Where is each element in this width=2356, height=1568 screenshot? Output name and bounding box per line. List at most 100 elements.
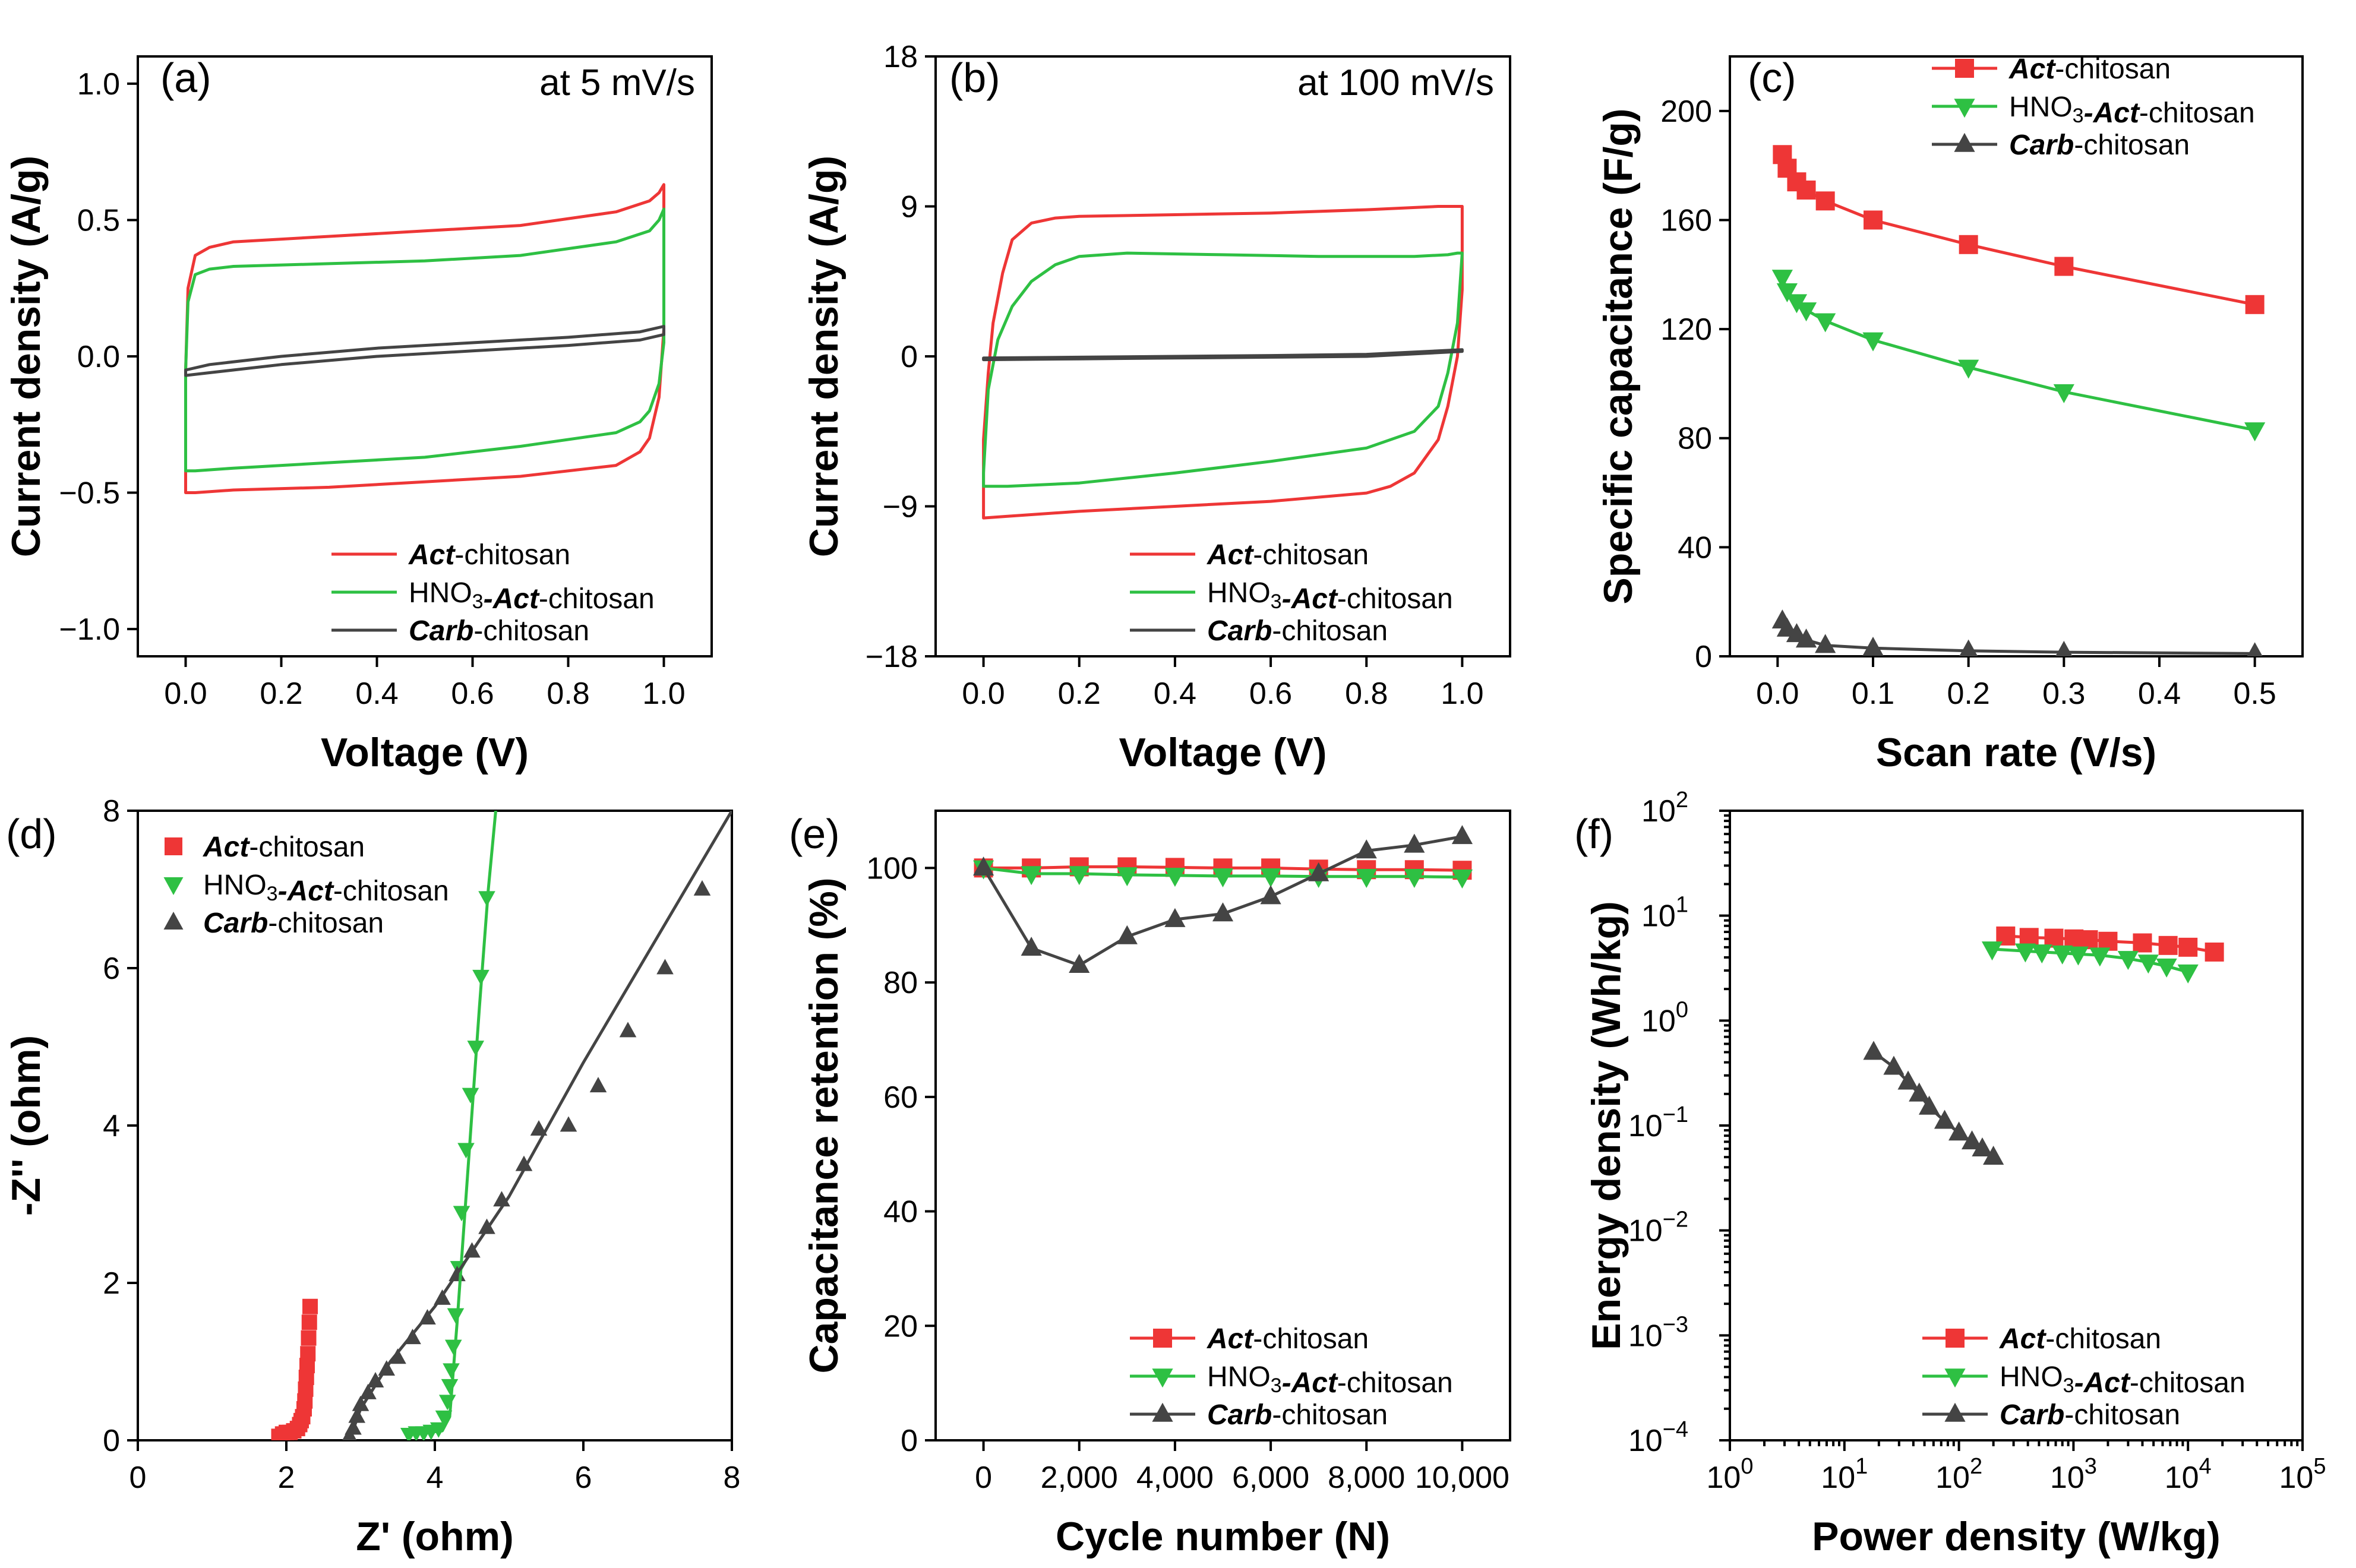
data-point — [2244, 422, 2266, 442]
legend-marker — [1954, 99, 1975, 118]
plot-area — [1863, 926, 2224, 1165]
x-tick-label: 1.0 — [1441, 676, 1483, 711]
legend-label: Carb-chitosan — [203, 908, 384, 939]
y-tick-label: −1.0 — [59, 612, 120, 647]
data-point — [1815, 634, 1836, 653]
y-tick-label: 10−3 — [1628, 1312, 1688, 1353]
y-tick-label: 0 — [103, 1424, 120, 1458]
legend: Act-chitosan HNO3-Act-chitosanCarb-chitos… — [1130, 1323, 1453, 1431]
data-point — [1404, 869, 1425, 889]
data-point — [2133, 933, 2152, 953]
x-tick-label: 4,000 — [1136, 1460, 1214, 1495]
panel-label: (b) — [949, 55, 1000, 101]
legend-label: Carb-chitosan — [1207, 615, 1388, 647]
x-tick-label: 0.4 — [355, 676, 398, 711]
x-tick-label: 0.6 — [1249, 676, 1292, 711]
series-carb-chitosan — [184, 325, 665, 377]
data-point — [619, 1022, 637, 1038]
data-point — [1959, 639, 1978, 656]
series-act-chitosan — [982, 205, 1464, 520]
y-tick-label: 0.5 — [77, 203, 120, 238]
plot-area — [982, 205, 1464, 520]
data-point — [1164, 868, 1186, 887]
y-axis-label: Current density (A/g) — [4, 156, 49, 557]
data-point — [1934, 1109, 1956, 1129]
y-tick-label: 1.0 — [77, 67, 120, 102]
data-point — [530, 1120, 548, 1136]
annotation: at 100 mV/s — [1297, 62, 1494, 103]
panel-label: (d) — [6, 811, 57, 857]
x-tick-label: 0.4 — [1154, 676, 1196, 711]
plot-frame — [934, 810, 1511, 1441]
legend-label: Act-chitosan — [1999, 1323, 2161, 1355]
data-point — [2079, 930, 2098, 950]
legend: Act-chitosan HNO3-Act-chitosanCarb-chitos… — [1130, 539, 1453, 647]
data-point — [1021, 937, 1042, 956]
y-tick-label: −18 — [866, 640, 918, 674]
y-tick-label: 0.0 — [77, 340, 120, 374]
data-point — [1451, 825, 1473, 845]
x-tick-label: 100 — [1707, 1454, 1754, 1495]
data-point — [1404, 833, 1425, 853]
data-point — [1451, 869, 1473, 889]
y-tick-label: −9 — [883, 490, 918, 524]
data-point — [2117, 951, 2139, 970]
y-tick-label: 9 — [901, 190, 918, 225]
legend-label: HNO3-Act-chitosan — [1207, 577, 1453, 615]
series-line — [982, 834, 1463, 967]
series-carb-chitosan — [1771, 609, 2263, 656]
data-point — [656, 959, 674, 975]
x-tick-label: 0 — [975, 1460, 992, 1495]
x-axis-label: Z' (ohm) — [356, 1514, 513, 1559]
series-line — [184, 207, 665, 473]
data-point — [1897, 1070, 1919, 1090]
x-tick-label: 0.2 — [260, 676, 302, 711]
data-point — [302, 1298, 318, 1314]
data-point — [1815, 191, 1835, 211]
data-point — [444, 1339, 462, 1355]
data-point — [301, 1330, 317, 1346]
data-point — [2158, 935, 2178, 955]
data-point — [300, 1346, 316, 1362]
data-point — [1862, 637, 1884, 656]
data-point — [1862, 332, 1884, 352]
x-tick-label: 1.0 — [642, 676, 685, 711]
x-tick-label: 0.2 — [1947, 676, 1990, 711]
legend-marker — [1955, 59, 1974, 78]
data-point — [1308, 862, 1329, 881]
data-point — [2031, 944, 2052, 964]
y-tick-label: 100 — [1641, 997, 1688, 1038]
series-act-chitosan — [1773, 145, 2265, 314]
data-point — [1948, 1121, 1970, 1141]
legend-marker — [1946, 1329, 1965, 1348]
y-tick-label: 0 — [1695, 640, 1712, 674]
chart-panel-c: 0.0 0.1 0.2 0.3 0.4 0.5 0 40 80 120 160 200 Scan rat… — [1596, 53, 2304, 775]
data-point — [1795, 628, 1817, 648]
y-tick-label: 8 — [103, 794, 120, 829]
x-axis-label: Cycle number (N) — [1056, 1514, 1390, 1559]
x-tick-label: 6,000 — [1232, 1460, 1309, 1495]
y-tick-label: 10−1 — [1628, 1102, 1688, 1143]
legend-label: Carb-chitosan — [1207, 1399, 1388, 1431]
y-tick-label: −0.5 — [59, 476, 120, 511]
legend-label: HNO3-Act-chitosan — [1207, 1361, 1453, 1399]
x-tick-label: 2 — [278, 1460, 295, 1495]
data-point — [1983, 1145, 2004, 1165]
y-axis-label: Capacitance retention (%) — [801, 877, 847, 1373]
series-hno3-act-chitosan — [972, 860, 1473, 889]
y-tick-label: 120 — [1660, 312, 1712, 347]
legend-marker — [165, 837, 182, 855]
panel-label: (c) — [1748, 55, 1796, 101]
data-point — [1069, 866, 1090, 886]
series-line — [409, 811, 497, 1436]
x-tick-label: 6 — [575, 1460, 592, 1495]
data-point — [2178, 937, 2198, 957]
y-tick-label: 80 — [883, 966, 918, 1000]
legend: Act-chitosan HNO3-Act-chitosanCarb-chitos… — [1932, 53, 2255, 161]
x-axis-label: Scan rate (V/s) — [1876, 730, 2156, 775]
chart-panel-b: 0.0 0.2 0.4 0.6 0.8 1.0 −18 −9 0 9 18 Voltage (V) Cu… — [801, 40, 1511, 775]
data-point — [457, 1143, 475, 1159]
series-line — [1992, 947, 2188, 974]
chart-panel-d: 0 2 4 6 8 0 2 4 6 8 Z' (ohm) -Z'' (ohm) (d) Act-chito… — [4, 794, 740, 1559]
